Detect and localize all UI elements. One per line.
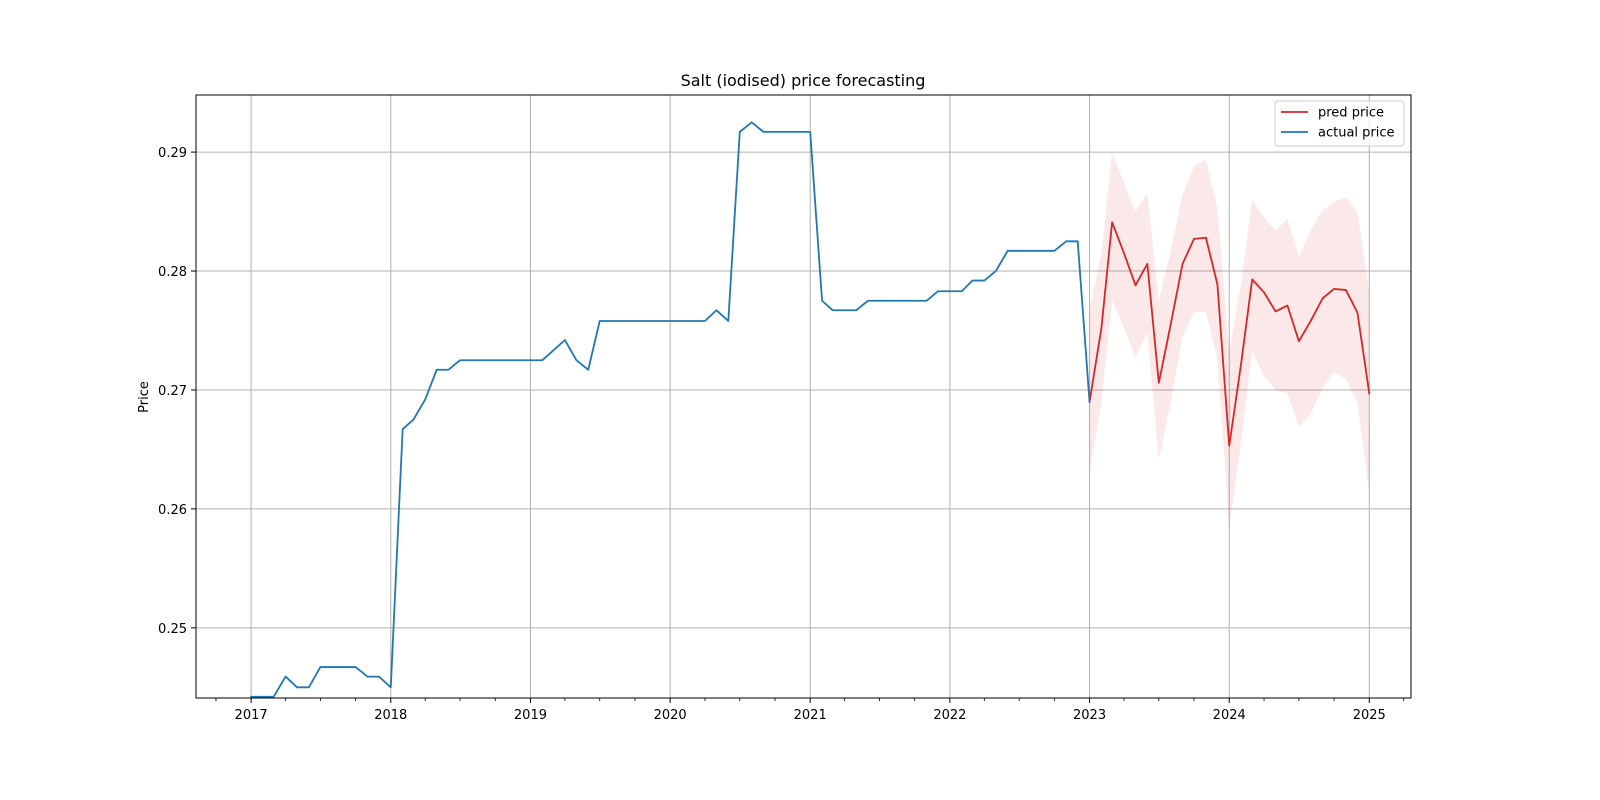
y-tick-label: 0.26 — [158, 503, 187, 518]
axes-frame — [195, 94, 1412, 699]
legend-label-pred-price: pred price — [1318, 106, 1384, 121]
y-tick-label: 0.25 — [158, 622, 187, 637]
y-tick-label: 0.29 — [158, 146, 187, 161]
x-tick-label: 2021 — [794, 708, 827, 723]
series-line-pred-price — [1088, 221, 1371, 447]
x-tick-label: 2018 — [374, 708, 407, 723]
x-tick-label: 2023 — [1073, 708, 1106, 723]
pred-confidence-band — [1089, 152, 1370, 527]
legend-label-actual-price: actual price — [1318, 126, 1395, 141]
y-axis-label: Price — [137, 381, 152, 413]
plot-area: 2017 2018 2019 2020 2021 2022 2023 2024 2025 0.25… — [158, 94, 1412, 723]
x-tick-label: 2019 — [514, 708, 547, 723]
y-tick-label: 0.27 — [158, 384, 187, 399]
y-tick-label: 0.28 — [158, 265, 187, 280]
x-tick-label: 2024 — [1213, 708, 1246, 723]
x-tick-label: 2020 — [654, 708, 687, 723]
legend: pred price actual price — [1274, 100, 1405, 147]
x-tick-label: 2022 — [933, 708, 966, 723]
chart-title: Salt (iodised) price forecasting — [681, 71, 926, 90]
x-tick-label: 2025 — [1353, 708, 1386, 723]
x-tick-label: 2017 — [235, 708, 268, 723]
series-line-actual-price — [250, 121, 1091, 698]
